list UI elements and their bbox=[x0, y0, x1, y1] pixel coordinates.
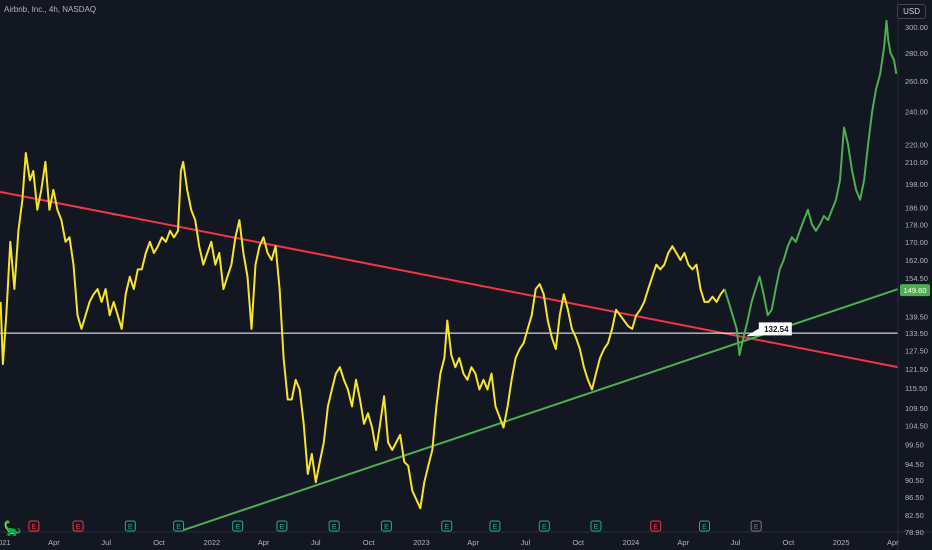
y-tick-label: 280.00 bbox=[905, 49, 928, 58]
earnings-marker[interactable]: E bbox=[72, 520, 84, 532]
x-tick-label: 2021 bbox=[0, 538, 11, 547]
last-price-badge: 149.60 bbox=[900, 284, 930, 297]
earnings-marker[interactable]: E bbox=[173, 520, 185, 532]
price-line-green bbox=[723, 19, 898, 356]
earnings-marker[interactable]: E bbox=[699, 520, 711, 532]
y-tick-label: 86.50 bbox=[905, 493, 924, 502]
x-tick-label: Oct bbox=[782, 538, 795, 547]
chart-title: Airbnb, Inc., 4h, NASDAQ bbox=[4, 5, 97, 14]
y-tick-label: 220.00 bbox=[905, 140, 928, 149]
x-tick-label: Jul bbox=[731, 538, 741, 547]
earnings-marker-label: E bbox=[280, 524, 285, 531]
x-tick-label: Oct bbox=[153, 538, 166, 547]
earnings-marker[interactable]: E bbox=[750, 520, 762, 532]
x-axis[interactable]: 2021 Apr Jul Oct 2022 Apr Jul Oct 2023 Apr Jul Oct 2… bbox=[0, 538, 899, 547]
currency-badge[interactable]: USD bbox=[897, 4, 926, 19]
y-tick-label: 198.00 bbox=[905, 180, 928, 189]
earnings-marker[interactable]: E bbox=[538, 520, 550, 532]
x-tick-label: Oct bbox=[572, 538, 585, 547]
earnings-marker-label: E bbox=[332, 524, 337, 531]
x-tick-label: Apr bbox=[467, 538, 479, 547]
price-line-yellow bbox=[0, 152, 726, 510]
earnings-marker-label: E bbox=[653, 524, 658, 531]
earnings-marker[interactable]: E bbox=[28, 520, 40, 532]
x-tick-label: 2024 bbox=[623, 538, 640, 547]
y-tick-label: 186.00 bbox=[905, 204, 928, 213]
y-tick-label: 210.00 bbox=[905, 158, 928, 167]
y-tick-label: 90.50 bbox=[905, 476, 924, 485]
earnings-marker[interactable]: E bbox=[328, 520, 340, 532]
price-callout-label: 132.54 bbox=[764, 325, 789, 334]
y-tick-label: 104.50 bbox=[905, 422, 928, 431]
earnings-marker-label: E bbox=[235, 524, 240, 531]
y-tick-label: 121.50 bbox=[905, 365, 928, 374]
x-tick-label: 2023 bbox=[413, 538, 430, 547]
y-tick-label: 139.50 bbox=[905, 313, 928, 322]
x-tick-label: Apr bbox=[48, 538, 60, 547]
x-tick-label: Jul bbox=[311, 538, 321, 547]
y-tick-label: 78.90 bbox=[905, 528, 924, 537]
earnings-marker[interactable]: E bbox=[276, 520, 288, 532]
y-tick-label: 240.00 bbox=[905, 107, 928, 116]
y-tick-label: 300.00 bbox=[905, 23, 928, 32]
last-price-label: 149.60 bbox=[904, 286, 927, 295]
earnings-marker[interactable]: E bbox=[489, 520, 501, 532]
y-tick-label: 115.50 bbox=[905, 384, 927, 393]
x-tick-label: Apr bbox=[258, 538, 270, 547]
earnings-marker[interactable]: E bbox=[232, 520, 244, 532]
x-tick-label: Jul bbox=[521, 538, 531, 547]
earnings-marker[interactable]: E bbox=[124, 520, 136, 532]
earnings-marker-label: E bbox=[32, 524, 37, 531]
y-tick-label: 170.00 bbox=[905, 238, 928, 247]
y-tick-label: 109.50 bbox=[905, 404, 928, 413]
earnings-marker-label: E bbox=[384, 524, 389, 531]
x-tick-label: Jul bbox=[101, 538, 111, 547]
earnings-marker[interactable]: E bbox=[441, 520, 453, 532]
earnings-marker-label: E bbox=[176, 524, 181, 531]
earnings-marker-label: E bbox=[594, 524, 599, 531]
x-tick-label: Oct bbox=[363, 538, 376, 547]
earnings-marker-label: E bbox=[444, 524, 449, 531]
y-tick-label: 260.00 bbox=[905, 77, 928, 86]
y-tick-label: 154.50 bbox=[905, 274, 928, 283]
y-axis[interactable]: 300.00 280.00 260.00 240.00 220.00 210.00 198.… bbox=[905, 23, 928, 537]
earnings-marker[interactable]: E bbox=[590, 520, 602, 532]
y-tick-label: 82.50 bbox=[905, 511, 924, 520]
y-tick-label: 94.50 bbox=[905, 460, 924, 469]
resistance-trendline[interactable] bbox=[0, 190, 898, 369]
y-tick-label: 178.00 bbox=[905, 220, 928, 229]
x-tick-label: Apr bbox=[677, 538, 689, 547]
y-tick-label: 99.50 bbox=[905, 440, 924, 449]
y-tick-label: 162.00 bbox=[905, 256, 928, 265]
earnings-marker-label: E bbox=[542, 524, 547, 531]
x-tick-label: 2025 bbox=[833, 538, 850, 547]
earnings-marker-label: E bbox=[493, 524, 498, 531]
y-tick-label: 127.50 bbox=[905, 347, 928, 356]
earnings-marker-label: E bbox=[754, 524, 759, 531]
x-tick-label: 2022 bbox=[204, 538, 221, 547]
x-tick-label: Apr bbox=[887, 538, 899, 547]
tradingview-logo-icon[interactable]: 🦕 bbox=[3, 520, 22, 537]
price-callout[interactable]: 132.54 bbox=[747, 322, 792, 337]
earnings-marker-label: E bbox=[128, 524, 133, 531]
earnings-marker[interactable]: E bbox=[380, 520, 392, 532]
earnings-marker-label: E bbox=[702, 524, 707, 531]
earnings-marker-label: E bbox=[76, 524, 81, 531]
earnings-marker[interactable]: E bbox=[650, 520, 662, 532]
y-tick-label: 133.50 bbox=[905, 329, 928, 338]
